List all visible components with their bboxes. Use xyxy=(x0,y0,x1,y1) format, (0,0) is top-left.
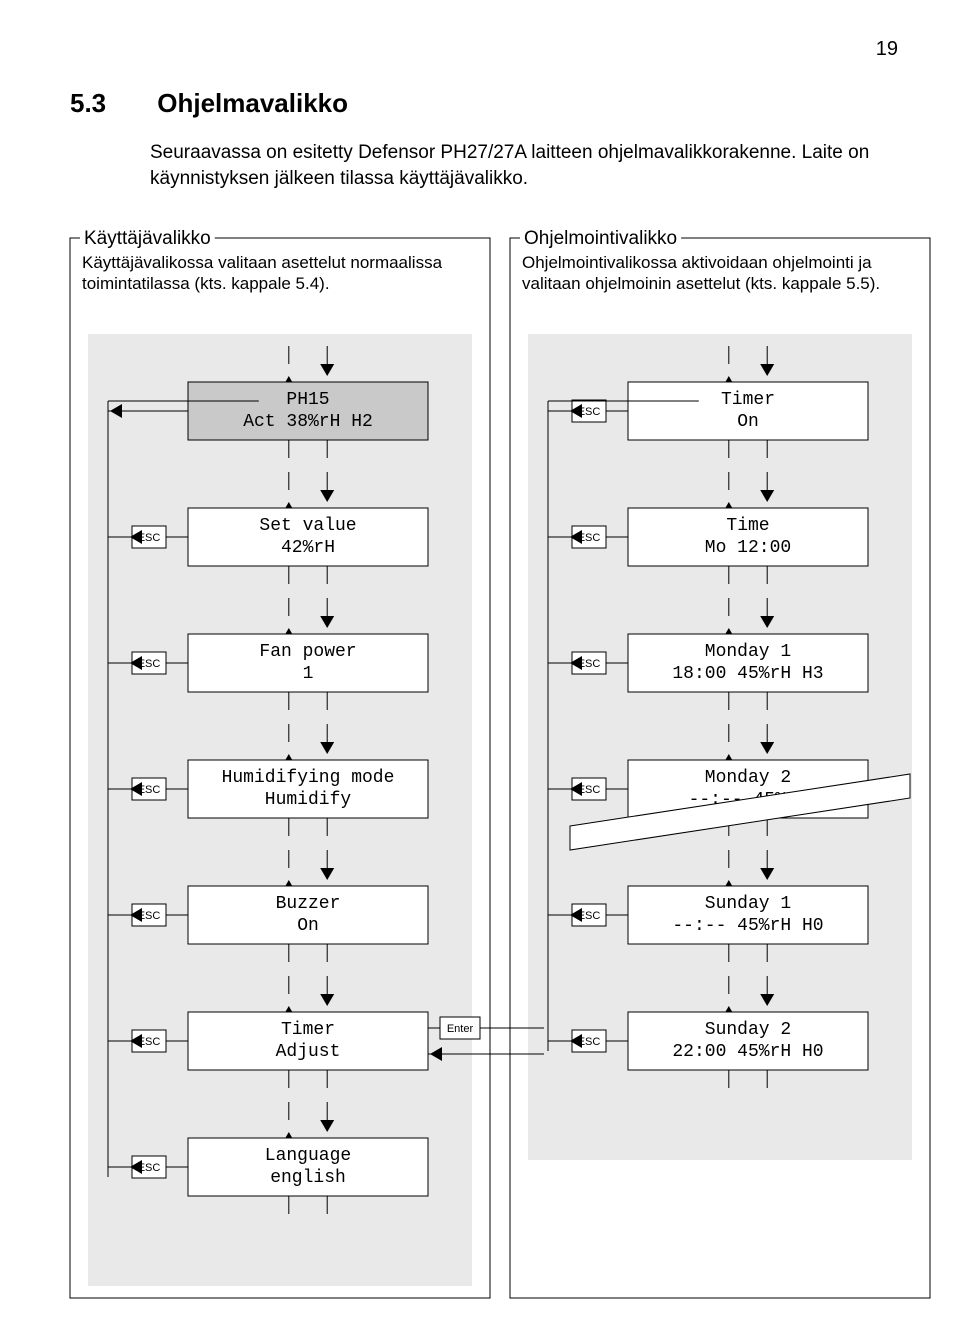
svg-text:18:00 45%rH H3: 18:00 45%rH H3 xyxy=(672,664,823,684)
svg-text:Adjust: Adjust xyxy=(276,1042,341,1062)
svg-text:Ohjelmointivalikko: Ohjelmointivalikko xyxy=(524,230,677,249)
svg-text:Sunday 1: Sunday 1 xyxy=(705,894,791,914)
svg-text:22:00 45%rH H0: 22:00 45%rH H0 xyxy=(672,1042,823,1062)
svg-text:Fan power: Fan power xyxy=(259,642,356,662)
svg-text:english: english xyxy=(270,1168,346,1188)
section-number: 5.3 xyxy=(70,88,150,119)
svg-text:Monday 1: Monday 1 xyxy=(705,642,791,662)
svg-text:Humidify: Humidify xyxy=(265,790,352,810)
svg-text:42%rH: 42%rH xyxy=(281,538,335,558)
menu-diagram: KäyttäjävalikkoKäyttäjävalikossa valitaa… xyxy=(60,230,940,1300)
svg-text:Set value: Set value xyxy=(259,516,356,536)
svg-text:PH15: PH15 xyxy=(286,390,329,410)
svg-text:On: On xyxy=(737,412,759,432)
svg-text:Language: Language xyxy=(265,1146,351,1166)
intro-text: Seuraavassa on esitetty Defensor PH27/27… xyxy=(150,140,890,191)
svg-text:Timer: Timer xyxy=(281,1020,335,1040)
section-title: Ohjelmavalikko xyxy=(157,88,348,118)
svg-text:1: 1 xyxy=(303,664,314,684)
svg-text:Mo 12:00: Mo 12:00 xyxy=(705,538,791,558)
svg-text:Timer: Timer xyxy=(721,390,775,410)
svg-text:Käyttäjävalikko: Käyttäjävalikko xyxy=(84,230,211,249)
svg-text:Buzzer: Buzzer xyxy=(276,894,341,914)
section-heading: 5.3 Ohjelmavalikko xyxy=(70,88,348,119)
svg-text:Monday 2: Monday 2 xyxy=(705,768,791,788)
svg-text:Humidifying mode: Humidifying mode xyxy=(222,768,395,788)
page-number: 19 xyxy=(876,38,898,61)
svg-text:Act 38%rH H2: Act 38%rH H2 xyxy=(243,412,373,432)
svg-text:On: On xyxy=(297,916,319,936)
svg-text:--:-- 45%rH H0: --:-- 45%rH H0 xyxy=(672,916,823,936)
svg-text:Sunday 2: Sunday 2 xyxy=(705,1020,791,1040)
svg-text:Enter: Enter xyxy=(447,1023,474,1035)
svg-text:Time: Time xyxy=(726,516,769,536)
